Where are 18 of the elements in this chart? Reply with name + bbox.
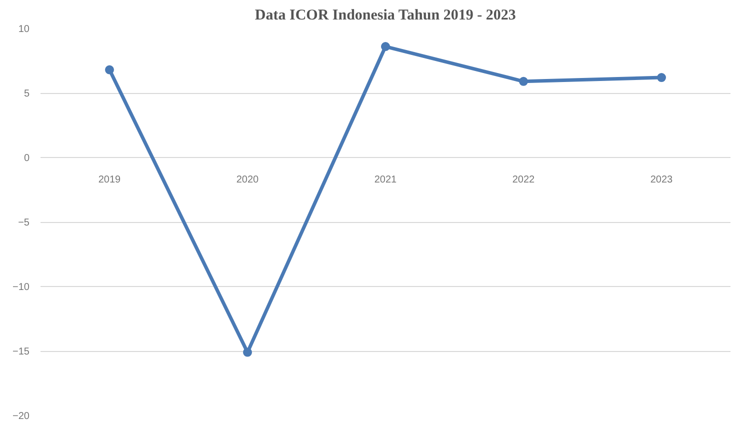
x-tick-label: 2021	[374, 174, 398, 186]
point	[243, 348, 252, 357]
point	[657, 73, 666, 82]
y-tick-label: −5	[18, 218, 30, 228]
x-tick-label: 2023	[650, 174, 674, 186]
y-tick-label: 0	[24, 153, 30, 164]
y-tick-label: −15	[12, 346, 30, 358]
chart-title: Data ICOR Indonesia Tahun 2019 - 2023	[254, 8, 516, 24]
y-tick-label: −20	[12, 411, 30, 422]
x-tick-label: 2019	[98, 174, 122, 186]
point	[519, 76, 528, 86]
y-tick-label: 5	[24, 88, 30, 100]
y-tick-label: 10	[18, 24, 30, 35]
x-tick-label: 2022	[512, 174, 536, 186]
point	[105, 65, 114, 74]
point	[381, 42, 390, 52]
x-tick-label: 2020	[236, 174, 260, 186]
y-tick-label: −10	[12, 282, 30, 293]
